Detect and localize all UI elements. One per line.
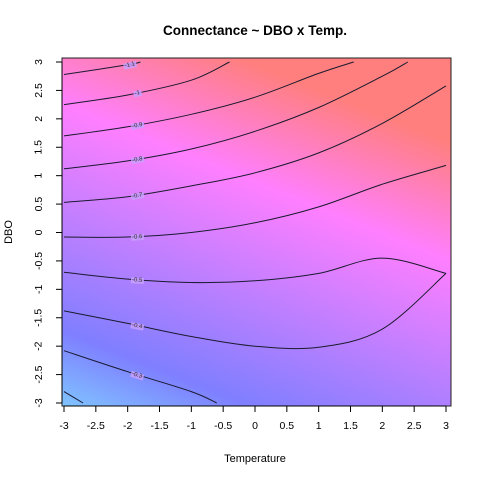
contour-line-6 [63,257,447,284]
y-tick-label: -2.5 [33,365,45,383]
x-tick-label: -2 [123,420,132,432]
y-tick-label: -1.5 [33,309,45,327]
y-tick-label: 3 [33,59,45,65]
y-tick-label: 1.5 [33,140,45,155]
y-tick-label: 0 [33,229,45,235]
x-tick-label: 1.5 [343,420,358,432]
contour-line-2 [63,61,354,137]
x-axis-label: Temperature [224,453,286,465]
y-tick-label: -2 [33,341,45,350]
y-axis: -3 -2.5 -2 -1.5 -1 -0.5 0 0.5 1 1.5 2 2.5 3 [33,59,63,408]
contour-line-5 [63,164,447,238]
x-tick-label: 2.5 [407,420,422,432]
contour-label-7: -0.4 [131,322,143,330]
contour-label-1: -1 [134,90,141,97]
x-tick-label: 1 [316,420,322,432]
x-tick-label: 0.5 [280,420,295,432]
contour-label-5: -0.6 [132,234,143,241]
contour-labels: -1.1 -1 -0.9 -0.8 -0.7 -0.6 -0.5 -0.4 -0.3 [123,60,145,381]
contour-line-8 [63,350,218,404]
x-tick-label: 0 [252,420,258,432]
contour-label-2: -0.9 [132,122,144,130]
contour-label-3: -0.8 [132,156,144,164]
x-tick-label: 2 [379,420,385,432]
contour-label-8: -0.3 [131,371,143,380]
contour-line-3 [63,61,409,170]
contour-label-6: -0.5 [132,277,143,284]
x-tick-label: -3 [59,420,68,432]
y-tick-label: -0.5 [33,252,45,270]
x-tick-label: 3 [443,420,449,432]
contour-line-9 [63,391,84,404]
contour-line-7 [63,273,447,350]
contour-label-4: -0.7 [132,192,144,200]
y-tick-label: -1 [33,284,45,293]
x-tick-label: -1 [187,420,196,432]
contour-lines [63,61,447,404]
contour-line-4 [63,85,447,203]
x-axis: -3 -2.5 -2 -1.5 -1 -0.5 0 0.5 1 1.5 2 2.5 3 [59,405,449,432]
contour-line-1 [63,61,230,106]
x-tick-label: -0.5 [214,420,232,432]
y-tick-label: 0.5 [33,197,45,212]
y-tick-label: 1 [33,173,45,179]
y-tick-label: 2 [33,116,45,122]
y-tick-label: 2.5 [33,83,45,98]
x-tick-label: -2.5 [87,420,105,432]
y-tick-label: -3 [33,398,45,407]
color-field [62,58,451,406]
y-axis-label: DBO [3,220,15,244]
chart-title: Connectance ~ DBO x Temp. [163,23,347,38]
contour-label-0: -1.1 [124,61,136,69]
x-tick-label: -1.5 [150,420,168,432]
